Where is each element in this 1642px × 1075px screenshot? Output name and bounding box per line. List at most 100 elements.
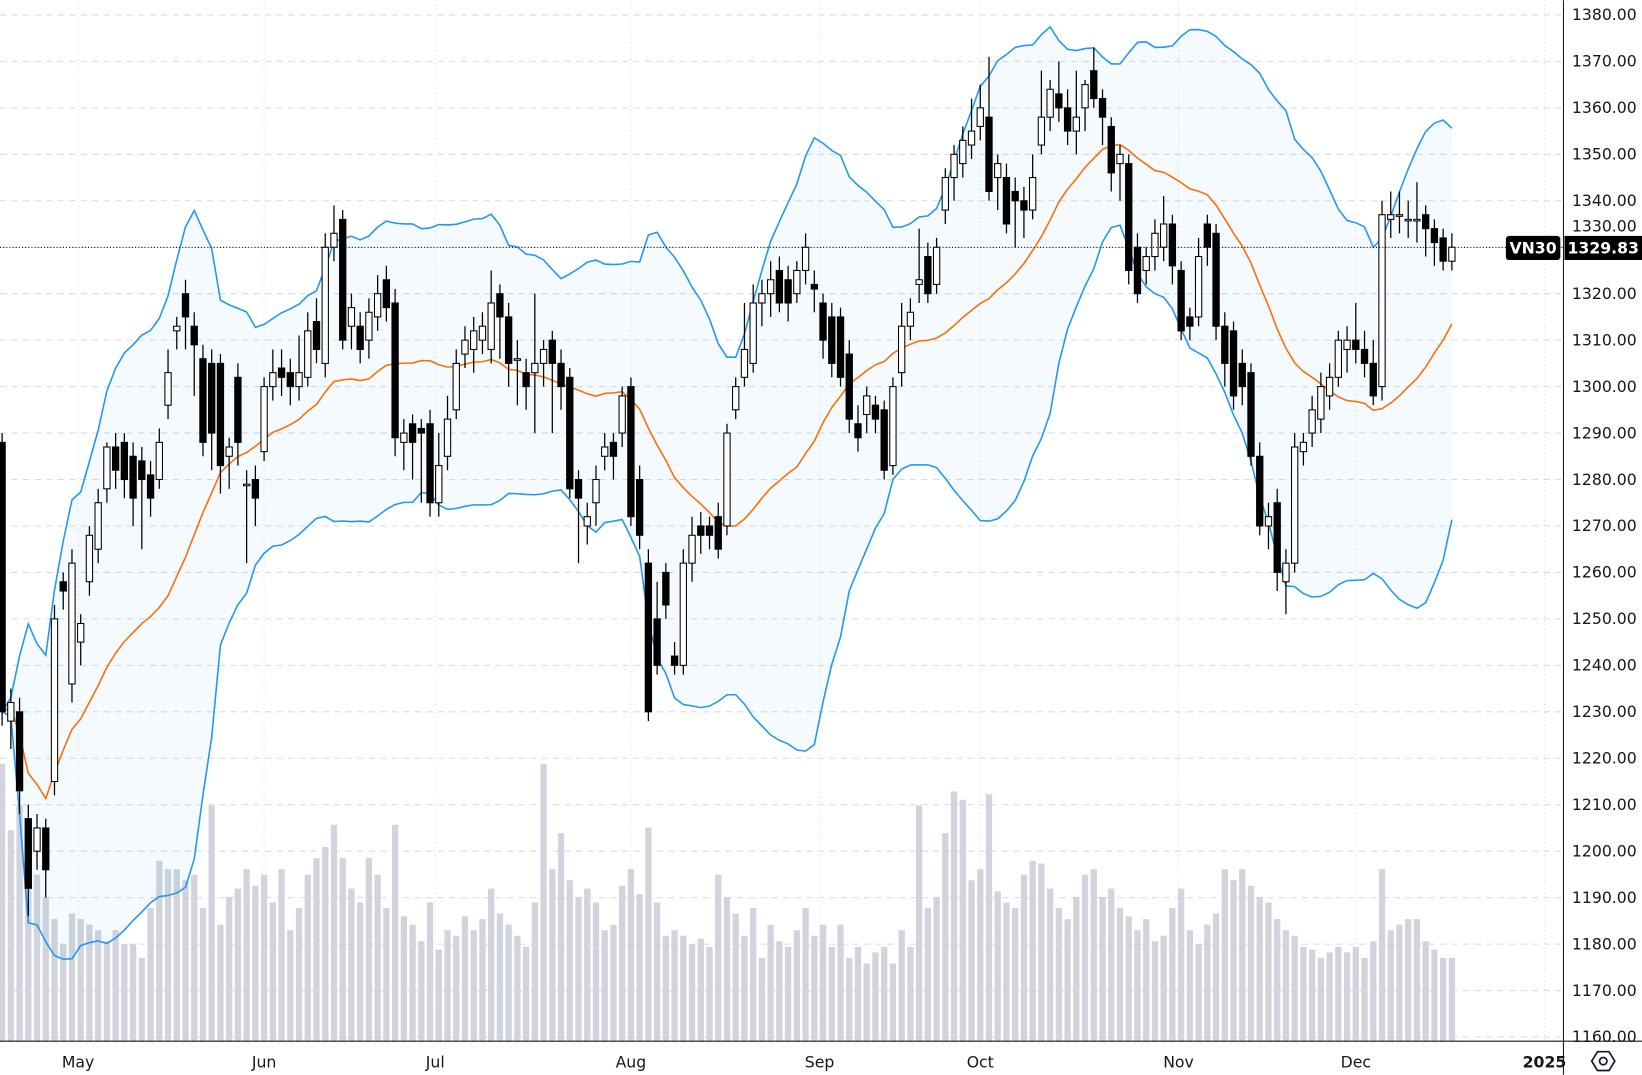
volume-bar [592, 902, 600, 1042]
candle-down [1238, 362, 1246, 388]
price-axis-ticks: 1160.00 1170.00 1180.00 1190.00 1200.00 1210.… [1572, 5, 1637, 1046]
volume-bar [287, 930, 294, 1042]
volume-bar [426, 902, 434, 1042]
candle-down [924, 256, 932, 295]
volume-bar [697, 938, 704, 1042]
volume-bar [269, 902, 276, 1042]
candle-up [1264, 516, 1273, 527]
volume-bar [584, 888, 591, 1042]
candle-up [592, 478, 600, 504]
volume-bar [488, 888, 495, 1042]
candle-down [129, 455, 137, 499]
volume-bar [601, 930, 608, 1042]
volume-bar [1230, 880, 1237, 1042]
candle-up [452, 362, 460, 411]
candle-up [400, 432, 408, 443]
volume-bar [1396, 924, 1403, 1042]
symbol-label-text: VN30 [1510, 239, 1557, 258]
candle-down [845, 353, 853, 420]
candle-down [574, 478, 583, 499]
candle-down [1011, 190, 1019, 202]
candle-up [487, 302, 495, 350]
y-tick-label: 1320.00 [1572, 284, 1637, 303]
volume-bar [295, 907, 303, 1042]
candle-up [173, 325, 181, 332]
volume-bar [802, 907, 809, 1042]
volume-bar [1326, 952, 1333, 1042]
y-tick-label: 1170.00 [1572, 981, 1637, 1000]
volume-bar [837, 924, 844, 1042]
candle-down [190, 325, 198, 346]
candle-down [339, 218, 347, 341]
candle-up [531, 362, 539, 374]
candle-down [1063, 107, 1072, 132]
volume-bar [208, 805, 215, 1042]
volume-bar [164, 869, 172, 1042]
volume-bar [1046, 888, 1054, 1042]
volume-bar [522, 946, 530, 1042]
volume-bar [575, 896, 582, 1042]
candle-down [548, 339, 556, 364]
candle-up [915, 279, 923, 285]
candle-down [819, 302, 827, 341]
volume-bar [750, 907, 757, 1042]
volume-bar [505, 924, 512, 1042]
volume-bar [688, 944, 696, 1042]
volume-bar [1413, 919, 1421, 1042]
volume-bar [1195, 944, 1202, 1042]
candle-up [1282, 562, 1290, 583]
volume-bar [260, 874, 268, 1042]
candle-down [871, 404, 880, 420]
candle-down [111, 446, 120, 471]
volume-bar [103, 941, 111, 1042]
last-price-label: 1329.83 [1564, 235, 1642, 260]
candle-up [906, 311, 915, 327]
x-tick-label: 2025 [1523, 1052, 1567, 1071]
volume-bar [1003, 902, 1010, 1042]
volume-bar [339, 858, 346, 1042]
candle-up [1116, 153, 1124, 165]
candle-down [59, 581, 67, 592]
volume-bar [671, 930, 678, 1042]
volume-bar [1099, 896, 1106, 1042]
candle-up [1404, 218, 1412, 222]
volume-bar [313, 858, 320, 1042]
candle-down [1352, 339, 1360, 350]
volume-bar [1186, 930, 1194, 1042]
candle-up [1317, 386, 1325, 420]
volume-bar [819, 924, 827, 1042]
candle-down [566, 376, 574, 490]
volume-bar [418, 941, 425, 1042]
volume-bar [758, 957, 766, 1042]
candle-up [470, 330, 478, 350]
volume-bar [1020, 874, 1028, 1042]
volume-bar [470, 930, 477, 1042]
volume-bar [557, 833, 565, 1042]
x-tick-label: Dec [1341, 1052, 1371, 1071]
volume-bar [1151, 941, 1159, 1042]
candle-up [967, 130, 976, 146]
candle-up [889, 386, 897, 467]
y-tick-label: 1280.00 [1572, 470, 1637, 489]
gear-hexagon-icon[interactable] [1590, 1050, 1616, 1072]
candle-down [1098, 98, 1107, 118]
volume-bar [784, 946, 792, 1042]
volume-bar [1204, 924, 1211, 1042]
x-tick-label: Sep [805, 1052, 835, 1071]
candle-up [513, 358, 522, 361]
candle-down [391, 302, 399, 439]
volume-bar [479, 919, 486, 1042]
candle-up [330, 232, 338, 248]
price-axis[interactable] [1563, 0, 1642, 1075]
candle-down [1212, 232, 1220, 327]
y-tick-label: 1260.00 [1572, 563, 1637, 582]
candle-down [1168, 223, 1177, 267]
y-tick-label: 1300.00 [1572, 377, 1637, 396]
candle-down [1133, 246, 1142, 295]
candle-up [732, 386, 740, 411]
candle-up [994, 163, 1002, 179]
x-tick-label: Oct [967, 1052, 994, 1071]
volume-bar [1405, 919, 1412, 1042]
time-axis[interactable] [0, 1041, 1642, 1075]
